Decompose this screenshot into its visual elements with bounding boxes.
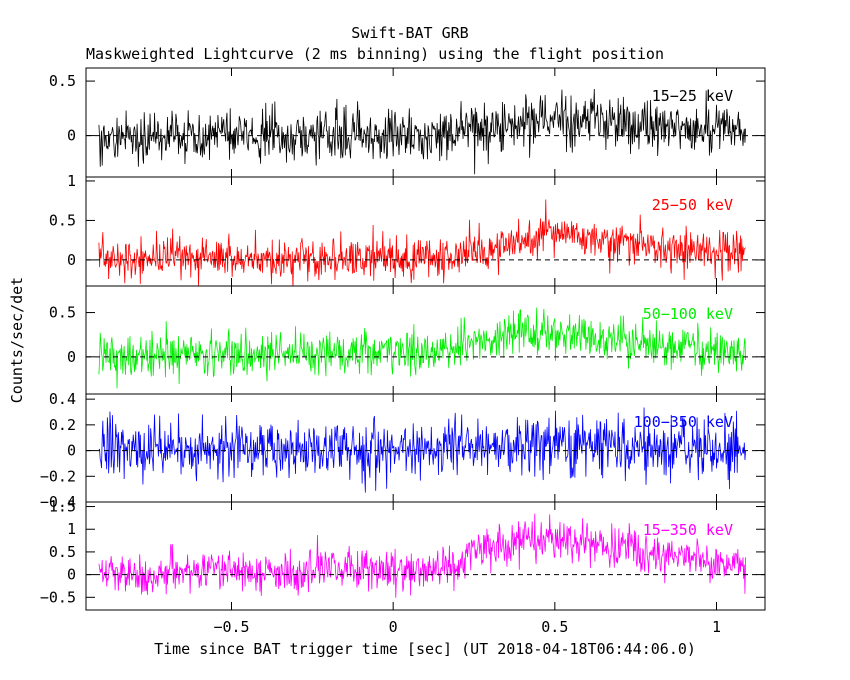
series-line-3 [98,407,746,493]
band-label: 25−50 keV [652,196,733,214]
y-tick-label: 0 [67,251,76,269]
panel-frame [85,501,766,611]
y-tick-label: −0.4 [40,493,76,511]
y-tick-label: 0 [67,442,76,460]
y-tick-label: 0.5 [49,543,76,561]
y-tick-label: 0 [67,127,76,145]
band-label: 50−100 keV [643,305,733,323]
x-tick-label: −0.5 [213,618,249,636]
y-tick-label: 0 [67,566,76,584]
y-axis-label: Counts/sec/det [8,277,26,403]
panel-1: 0 0.5 1 25−50 keV [49,172,766,287]
x-tick-label: 0 [389,618,398,636]
x-tick-label: 1 [712,618,721,636]
x-tick-label: 0.5 [541,618,568,636]
chart-subtitle: Maskweighted Lightcurve (2 ms binning) u… [86,45,664,63]
panel-2: 0 0.5 50−100 keV [49,285,766,395]
y-tick-label: 1.5 [49,498,76,516]
y-tick-label: 0 [67,348,76,366]
band-label: 100−350 keV [634,413,733,431]
x-axis-label: Time since BAT trigger time [sec] (UT 20… [154,640,696,658]
y-tick-label: 0.5 [49,304,76,322]
y-tick-label: 1 [67,172,76,190]
series-line-4 [98,513,746,598]
series-line-0 [98,88,746,175]
y-tick-label: 0.4 [49,390,76,408]
series-line-1 [98,199,746,286]
chart-title: Swift-BAT GRB [351,24,468,42]
panel-4: −0.5 0 0.5 1 1.5 15−350 keV [40,498,766,611]
y-tick-label: −0.5 [40,588,76,606]
band-label: 15−350 keV [643,521,733,539]
y-tick-label: 0.5 [49,211,76,229]
panel-0: 0 0.5 15−25 keV [49,67,766,178]
panels: 0 0.5 15−25 keV 0 0.5 1 25−50 keV 0 0.5 50−100 ke… [40,67,766,636]
y-tick-label: 0.5 [49,72,76,90]
panel-3: −0.4 −0.2 0 0.2 0.4 100−350 keV [40,390,766,511]
y-tick-label: 0.2 [49,416,76,434]
series-line-2 [98,307,746,389]
band-label: 15−25 keV [652,87,733,105]
y-tick-label: 1 [67,520,76,538]
y-tick-label: −0.2 [40,467,76,485]
